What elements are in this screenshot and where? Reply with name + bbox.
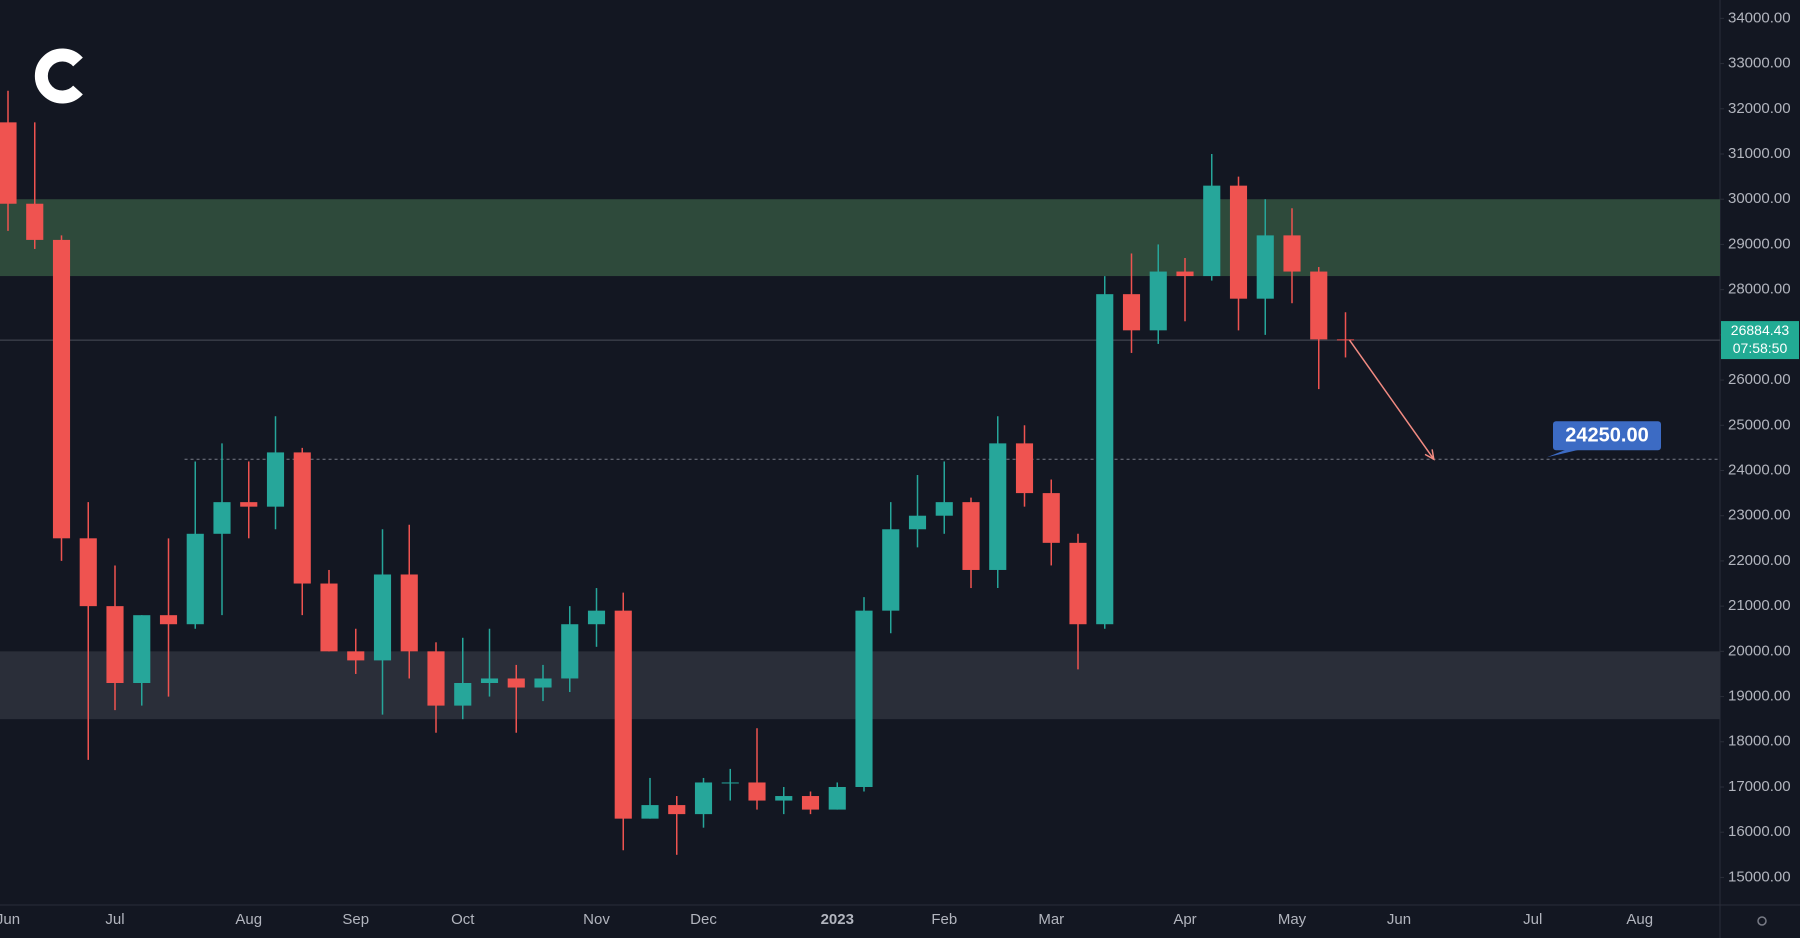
projection-arrow: [1348, 339, 1435, 460]
zone: [0, 199, 1720, 277]
candle-body: [1042, 493, 1060, 543]
candle-body: [828, 786, 846, 810]
candle-body: [775, 796, 793, 801]
y-tick-label: 17000.00: [1728, 778, 1791, 795]
candle-body: [400, 574, 418, 652]
candle-body: [1310, 271, 1328, 340]
candle-body: [801, 796, 820, 810]
candle-body: [694, 782, 713, 815]
candle-body: [1336, 339, 1355, 341]
candle-body: [1256, 235, 1274, 299]
candle-body: [748, 782, 766, 801]
candle-body: [1203, 185, 1221, 277]
candle-body: [587, 610, 606, 625]
candle-body: [1149, 271, 1167, 331]
x-tick-label: 2023: [821, 911, 854, 928]
candle-body: [480, 678, 499, 684]
countdown-label: 07:58:50: [1733, 340, 1788, 356]
candle-body: [721, 782, 739, 784]
candle-body: [213, 502, 231, 534]
x-tick-label: Jun: [0, 911, 20, 928]
y-tick-label: 24000.00: [1728, 461, 1791, 478]
candle-body: [1015, 443, 1034, 494]
candle-body: [962, 502, 980, 570]
candle-body: [507, 678, 525, 688]
candle-body: [935, 502, 953, 516]
candle-body: [1229, 185, 1248, 299]
y-tick-label: 34000.00: [1728, 9, 1791, 26]
candle-body: [614, 610, 632, 819]
y-tick-label: 25000.00: [1728, 416, 1791, 433]
y-tick-label: 23000.00: [1728, 507, 1791, 524]
y-tick-label: 30000.00: [1728, 190, 1791, 207]
candle-body: [347, 651, 365, 661]
x-tick-label: Jul: [105, 911, 124, 928]
x-tick-label: Nov: [583, 911, 610, 928]
candle-body: [293, 452, 311, 584]
candle-body: [52, 239, 71, 539]
candle-body: [454, 683, 472, 706]
candle-body: [106, 606, 124, 684]
settings-icon[interactable]: [1757, 916, 1767, 926]
target-label: 24250.00: [1565, 424, 1648, 446]
candle-body: [26, 203, 44, 240]
x-tick-label: Sep: [342, 911, 369, 928]
candle-body: [1283, 235, 1301, 272]
candle-body: [427, 651, 445, 706]
candle-body: [373, 574, 392, 661]
candle-body: [133, 615, 151, 684]
candle-body: [668, 805, 686, 815]
candle-body: [534, 678, 552, 688]
candle-body: [641, 805, 659, 819]
y-tick-label: 21000.00: [1728, 597, 1791, 614]
logo: [34, 48, 83, 104]
target-label-pointer: [1547, 449, 1581, 458]
candle-body: [561, 624, 579, 679]
y-tick-label: 20000.00: [1728, 642, 1791, 659]
x-tick-label: Jun: [1387, 911, 1411, 928]
x-tick-label: Apr: [1173, 911, 1196, 928]
last-price-label: 26884.43: [1731, 322, 1790, 338]
candle-body: [1122, 294, 1141, 331]
y-tick-label: 15000.00: [1728, 868, 1791, 885]
candle-body: [855, 610, 873, 787]
y-tick-label: 31000.00: [1728, 145, 1791, 162]
x-tick-label: Oct: [451, 911, 475, 928]
target-label-box: [1553, 421, 1661, 451]
x-tick-label: Dec: [690, 911, 717, 928]
x-tick-label: Aug: [1626, 911, 1653, 928]
candle-body: [0, 122, 17, 204]
y-tick-label: 22000.00: [1728, 552, 1791, 569]
y-tick-label: 16000.00: [1728, 823, 1791, 840]
candle-body: [186, 533, 204, 625]
candle-body: [1176, 271, 1194, 277]
candle-body: [908, 515, 927, 530]
candle-body: [266, 452, 285, 507]
x-tick-label: Aug: [235, 911, 262, 928]
candle-body: [882, 529, 900, 611]
candle-body: [989, 443, 1007, 570]
x-tick-label: Mar: [1038, 911, 1064, 928]
candle-body: [240, 502, 258, 507]
x-tick-label: May: [1278, 911, 1307, 928]
projection-arrow-head: [1424, 449, 1435, 461]
y-tick-label: 18000.00: [1728, 733, 1791, 750]
x-tick-label: Feb: [931, 911, 957, 928]
candle-body: [320, 583, 338, 652]
candle-body: [1069, 542, 1087, 625]
y-tick-label: 32000.00: [1728, 100, 1791, 117]
y-tick-label: 29000.00: [1728, 235, 1791, 252]
last-price-box: [1721, 321, 1799, 360]
candle-body: [159, 615, 178, 625]
candle-body: [1096, 294, 1114, 625]
y-tick-label: 28000.00: [1728, 281, 1791, 298]
logo-mark: [34, 48, 83, 104]
candle-body: [79, 538, 97, 607]
y-tick-label: 26000.00: [1728, 371, 1791, 388]
y-tick-label: 19000.00: [1728, 688, 1791, 705]
y-tick-label: 33000.00: [1728, 55, 1791, 72]
x-tick-label: Jul: [1523, 911, 1542, 928]
